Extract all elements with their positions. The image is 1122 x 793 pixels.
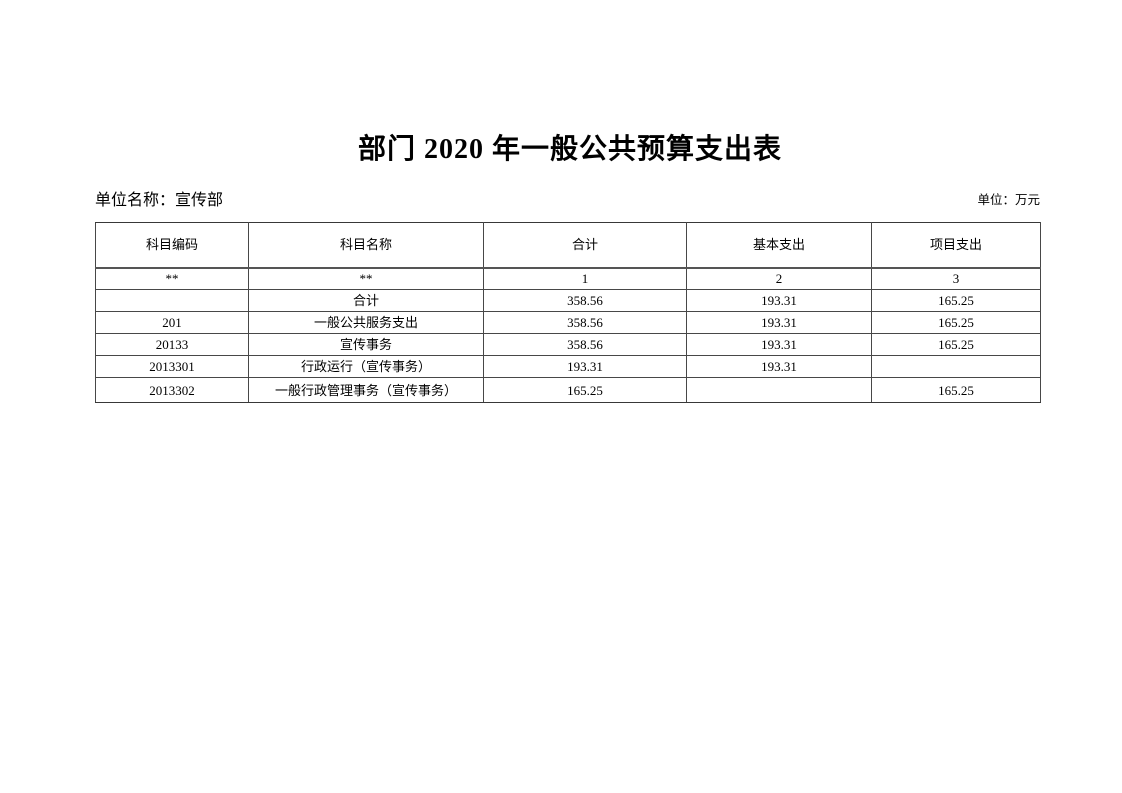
budget-expenditure-table: 科目编码 科目名称 合计 基本支出 项目支出 ** ** 1 2 3 合计 35… bbox=[95, 222, 1041, 403]
index-cell: 3 bbox=[871, 267, 1041, 290]
table-row-grand-total: 合计 358.56 193.31 165.25 bbox=[95, 289, 1041, 312]
unit-name-label: 单位名称：宣传部 bbox=[95, 192, 224, 209]
header-subject-code: 科目编码 bbox=[95, 222, 249, 269]
budget-table: 科目编码 科目名称 合计 基本支出 项目支出 ** ** 1 2 3 合计 35… bbox=[95, 222, 1041, 403]
header-project-expenditure: 项目支出 bbox=[871, 222, 1041, 269]
project-cell: 165.25 bbox=[871, 333, 1041, 356]
header-total: 合计 bbox=[483, 222, 687, 269]
project-cell: 165.25 bbox=[871, 311, 1041, 334]
total-cell: 358.56 bbox=[483, 333, 687, 356]
table-row-201: 201 一般公共服务支出 358.56 193.31 165.25 bbox=[95, 311, 1041, 334]
table-header-row: 科目编码 科目名称 合计 基本支出 项目支出 bbox=[95, 222, 1041, 269]
project-cell bbox=[871, 355, 1041, 378]
basic-cell: 193.31 bbox=[686, 311, 872, 334]
code-cell: 2013301 bbox=[95, 355, 249, 378]
name-cell: 一般公共服务支出 bbox=[248, 311, 484, 334]
project-cell: 165.25 bbox=[871, 289, 1041, 312]
table-row-20133: 20133 宣传事务 358.56 193.31 165.25 bbox=[95, 333, 1041, 356]
project-cell: 165.25 bbox=[871, 377, 1041, 403]
code-cell: 20133 bbox=[95, 333, 249, 356]
name-cell: 一般行政管理事务（宣传事务） bbox=[248, 377, 484, 403]
header-subject-name: 科目名称 bbox=[248, 222, 484, 269]
code-cell: 201 bbox=[95, 311, 249, 334]
basic-cell: 193.31 bbox=[686, 289, 872, 312]
basic-cell: 193.31 bbox=[686, 355, 872, 378]
unit-measure-label: 单位：万元 bbox=[977, 193, 1040, 207]
name-cell: 宣传事务 bbox=[248, 333, 484, 356]
total-cell: 358.56 bbox=[483, 289, 687, 312]
index-cell: 1 bbox=[483, 267, 687, 290]
total-cell: 165.25 bbox=[483, 377, 687, 403]
basic-cell bbox=[686, 377, 872, 403]
basic-cell: 193.31 bbox=[686, 333, 872, 356]
header-basic-expenditure: 基本支出 bbox=[686, 222, 872, 269]
index-cell: 2 bbox=[686, 267, 872, 290]
code-cell: 2013302 bbox=[95, 377, 249, 403]
meta-row: 单位名称：宣传部 单位：万元 bbox=[95, 188, 1040, 212]
name-cell: 行政运行（宣传事务） bbox=[248, 355, 484, 378]
total-cell: 358.56 bbox=[483, 311, 687, 334]
page-title: 部门 2020 年一般公共预算支出表 bbox=[357, 134, 782, 165]
table-row-2013301: 2013301 行政运行（宣传事务） 193.31 193.31 bbox=[95, 355, 1041, 378]
index-cell: ** bbox=[95, 267, 249, 290]
index-cell: ** bbox=[248, 267, 484, 290]
name-cell: 合计 bbox=[248, 289, 484, 312]
code-cell bbox=[95, 289, 249, 312]
column-index-row: ** ** 1 2 3 bbox=[95, 267, 1041, 290]
total-cell: 193.31 bbox=[483, 355, 687, 378]
table-row-2013302: 2013302 一般行政管理事务（宣传事务） 165.25 165.25 bbox=[95, 377, 1041, 403]
